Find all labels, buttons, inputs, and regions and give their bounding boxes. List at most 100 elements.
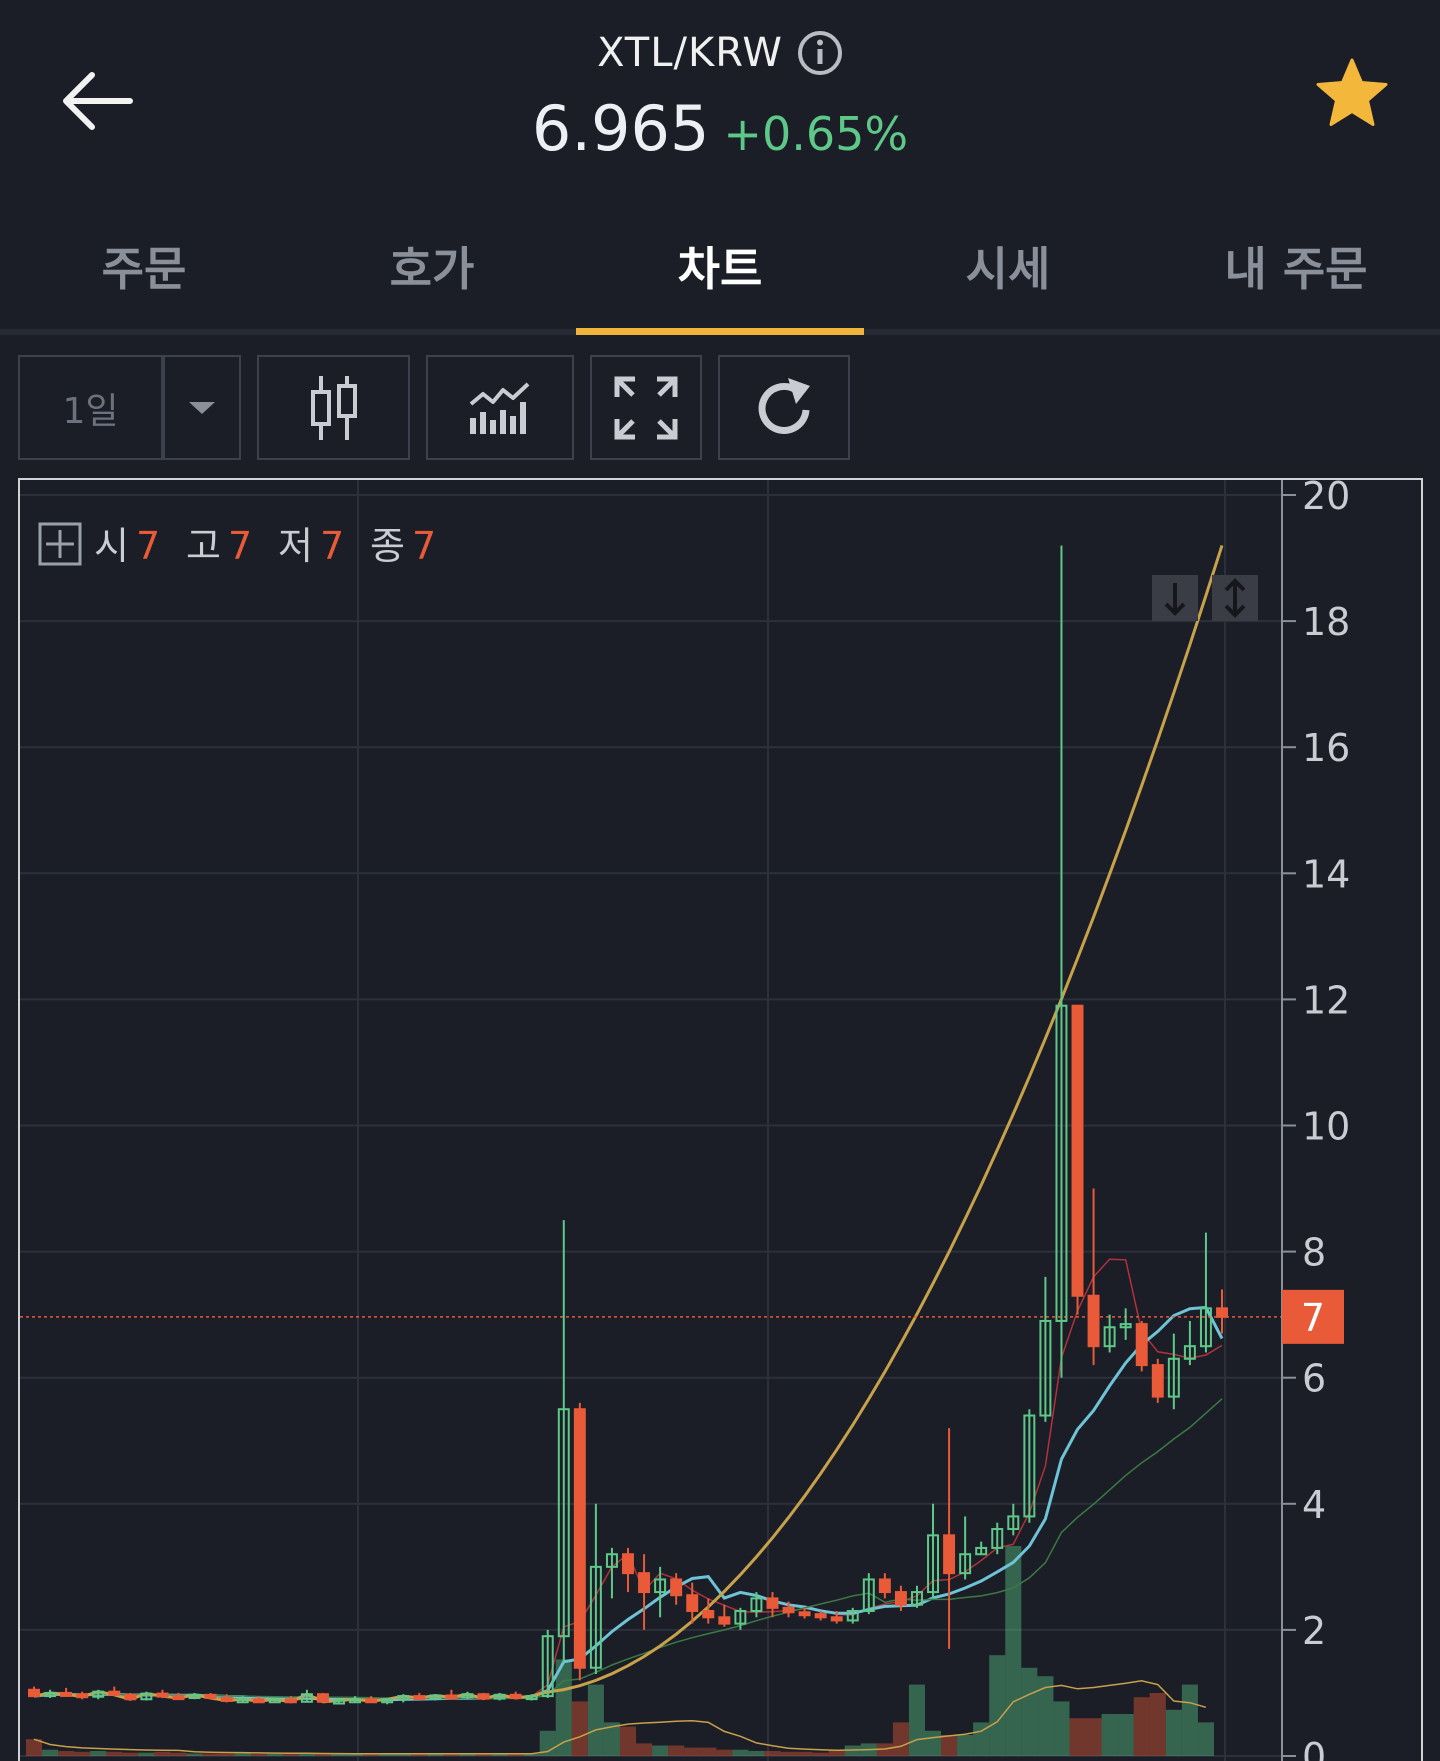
candle-body	[573, 1408, 586, 1669]
info-icon[interactable]	[797, 30, 843, 76]
period-selector[interactable]: 1일	[18, 355, 241, 460]
volume-bar	[90, 1750, 107, 1756]
candle-body	[814, 1613, 827, 1619]
volume-bar	[732, 1749, 749, 1756]
candle-body	[1167, 1357, 1180, 1398]
candle-body	[1183, 1345, 1196, 1360]
candle-body	[943, 1534, 956, 1575]
tab-orderbook[interactable]: 호가	[389, 242, 475, 296]
candle-body	[108, 1690, 121, 1696]
open-value: 7	[136, 524, 160, 568]
tab-my-orders[interactable]: 내 주문	[1224, 242, 1368, 296]
volume-bar	[1117, 1714, 1134, 1756]
volume-bar	[122, 1752, 139, 1756]
volume-bar	[58, 1750, 75, 1756]
fullscreen-button[interactable]	[590, 355, 702, 460]
volume-bars	[25, 1546, 1214, 1756]
volume-bar	[250, 1753, 267, 1756]
volume-bar	[957, 1735, 974, 1756]
low-value: 7	[320, 524, 344, 568]
volume-bar	[1053, 1701, 1070, 1756]
price-change: +0.65%	[723, 107, 909, 161]
candle-body	[798, 1611, 811, 1617]
candle-body	[894, 1591, 907, 1606]
candle-body	[959, 1553, 972, 1575]
volume-bar	[395, 1753, 412, 1756]
tab-market-info[interactable]: 시세	[965, 242, 1051, 296]
candle-body	[236, 1698, 249, 1704]
candle-body	[1151, 1364, 1164, 1398]
candle-body	[670, 1578, 683, 1597]
ma-line-long	[33, 544, 1224, 1704]
tab-order[interactable]: 주문	[101, 242, 187, 296]
open-label: 시	[94, 524, 129, 568]
volume-bar	[218, 1753, 235, 1756]
candle-body	[28, 1688, 40, 1698]
candle-body	[702, 1609, 715, 1619]
scale-down-button[interactable]	[1152, 575, 1198, 621]
candle-body	[429, 1694, 442, 1700]
chart-canvas[interactable]: 0 2 4 6 8 10 12 14 16 18 20 시 7 고 7 저 7 종 7 7	[20, 480, 1423, 1761]
ma-line-5	[33, 1258, 1223, 1702]
axis-tick-label: 4	[1302, 1483, 1326, 1527]
volume-bar	[1085, 1718, 1102, 1756]
volume-bar	[25, 1739, 43, 1756]
volume-bar	[1037, 1676, 1054, 1756]
candle-body	[975, 1546, 988, 1556]
candle-body	[1039, 1319, 1052, 1417]
refresh-button[interactable]	[718, 355, 850, 460]
candle-body	[204, 1693, 217, 1699]
back-arrow-icon[interactable]	[58, 66, 138, 136]
volume-bar	[1101, 1714, 1118, 1756]
volume-bar	[443, 1753, 460, 1756]
candle-body	[76, 1693, 89, 1699]
volume-bar	[1181, 1684, 1198, 1756]
high-label: 고	[186, 524, 221, 568]
volume-bar	[619, 1726, 637, 1756]
volume-bar	[603, 1722, 620, 1756]
indicator-button[interactable]	[426, 355, 574, 460]
axis-tick-label: 8	[1302, 1231, 1326, 1275]
candle-body	[1087, 1294, 1100, 1348]
pair-name: XTL/KRW	[597, 30, 783, 76]
candle-body	[830, 1616, 843, 1622]
tab-chart[interactable]: 차트	[576, 205, 864, 335]
candle-body	[172, 1695, 185, 1701]
candle-body	[1216, 1307, 1228, 1318]
candle-body	[1007, 1515, 1020, 1531]
volume-bar	[1165, 1709, 1182, 1756]
favorite-star-icon[interactable]	[1314, 56, 1390, 132]
volume-bar	[989, 1655, 1006, 1756]
volume-bar	[363, 1753, 380, 1756]
volume-bar	[106, 1751, 123, 1756]
tab-bar: 주문 호가 차트 시세 내 주문	[0, 205, 1440, 335]
candle-body	[782, 1606, 795, 1614]
volume-bar	[266, 1753, 283, 1756]
axis-tick-label: 12	[1302, 978, 1350, 1022]
volume-bar	[652, 1745, 669, 1756]
candlestick-type-button[interactable]	[257, 355, 410, 460]
volume-bar	[202, 1753, 219, 1756]
volume-bar	[507, 1753, 524, 1756]
volume-bar	[1005, 1546, 1022, 1756]
period-label: 1일	[20, 357, 165, 458]
price-chart[interactable]: 0 2 4 6 8 10 12 14 16 18 20 시 7 고 7 저 7 종 7 7	[18, 478, 1423, 1761]
candle-body	[1071, 1004, 1084, 1297]
axis-tick-label: 6	[1302, 1357, 1326, 1401]
low-label: 저	[278, 524, 313, 568]
volume-bar	[491, 1753, 508, 1756]
crosshair-toggle-icon[interactable]	[38, 522, 82, 566]
caret-down-icon[interactable]	[165, 400, 239, 416]
candle-body	[188, 1693, 201, 1699]
candle-body	[846, 1609, 859, 1622]
candle-body	[557, 1408, 570, 1638]
volume-bar	[908, 1684, 925, 1756]
candle-body	[252, 1698, 265, 1704]
scale-fit-button[interactable]	[1212, 575, 1258, 621]
axis-tick-label: 20	[1302, 480, 1350, 518]
volume-bar	[74, 1751, 91, 1756]
candle-body	[397, 1695, 410, 1701]
volume-bar	[1133, 1697, 1150, 1756]
candle-body	[1055, 1004, 1068, 1322]
candle-body	[525, 1695, 538, 1701]
